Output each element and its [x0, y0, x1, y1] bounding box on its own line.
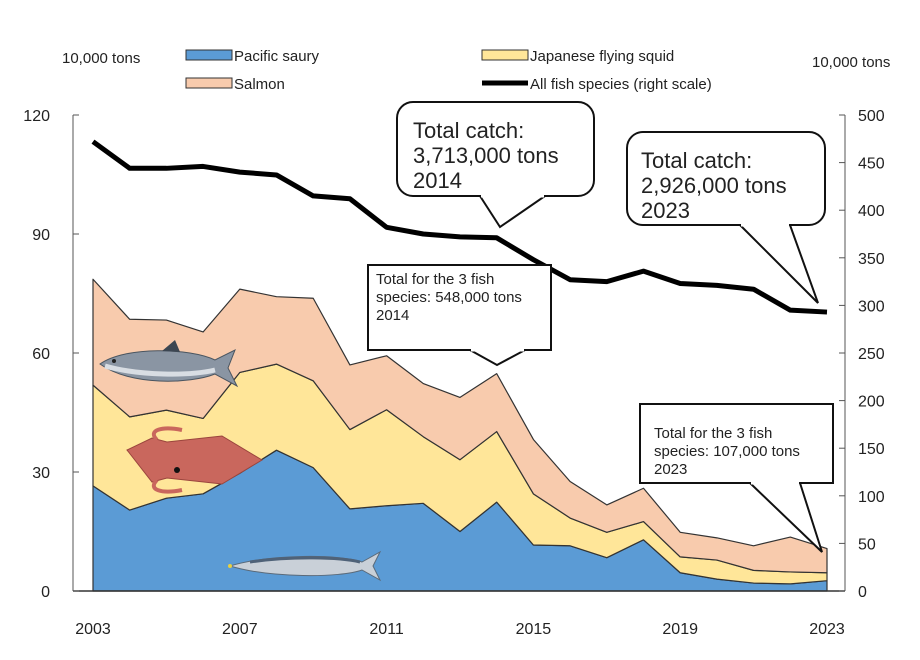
callout-text: species: 548,000 tons — [376, 289, 522, 306]
x-tick-label: 2023 — [809, 621, 845, 638]
callout-text: Total catch: — [641, 148, 752, 173]
illustrations — [99, 340, 382, 582]
x-tick-label: 2011 — [369, 621, 404, 638]
callout-box — [367, 264, 552, 351]
right-tick-label: 450 — [858, 156, 885, 173]
callout-text: Total for the 3 fish — [654, 425, 772, 442]
left-unit-label: 10,000 tons — [62, 50, 140, 67]
left-tick-label: 60 — [32, 346, 50, 363]
right-tick-label: 400 — [858, 203, 885, 220]
callout-box — [639, 403, 834, 484]
right-tick-label: 50 — [858, 536, 876, 553]
line-all-fish-species — [91, 139, 828, 315]
right-tick-label: 350 — [858, 251, 885, 268]
callout-text: 2014 — [413, 168, 462, 193]
x-tick-label: 2007 — [222, 621, 258, 638]
legend-swatch — [185, 49, 233, 61]
left-tick-label: 0 — [41, 584, 50, 601]
right-tick-label: 500 — [858, 108, 885, 125]
squid-icon — [126, 426, 263, 494]
callout-box — [626, 131, 826, 226]
callout-text: Total catch: — [413, 118, 524, 143]
stacked-areas — [92, 278, 828, 592]
x-tick-label: 2003 — [75, 621, 111, 638]
legend-swatch — [481, 49, 529, 61]
saury-icon — [228, 550, 382, 582]
left-tick-label: 90 — [32, 227, 50, 244]
x-tick-label: 2019 — [662, 621, 698, 638]
left-tick-label: 120 — [23, 108, 50, 125]
legend-label: Pacific saury — [234, 48, 320, 65]
right-tick-label: 250 — [858, 346, 885, 363]
legend-label: All fish species (right scale) — [530, 76, 712, 93]
callout-text: 3,713,000 tons — [413, 143, 559, 168]
callout-text: 2,926,000 tons — [641, 173, 787, 198]
legend-swatch — [185, 77, 233, 89]
callout-text: 2023 — [641, 198, 690, 223]
callout-text: 2014 — [376, 307, 409, 324]
callout-text: Total for the 3 fish — [376, 271, 494, 288]
callout-text: 2023 — [654, 461, 687, 478]
right-tick-label: 300 — [858, 298, 885, 315]
salmon-icon — [99, 340, 239, 388]
callout-pointer — [478, 195, 549, 229]
axes: 0 30 60 90 120 0 50 100 150 200 250 300 350 400 450 500… — [23, 50, 890, 638]
legend-label: Japanese flying squid — [530, 48, 674, 65]
right-tick-label: 100 — [858, 489, 885, 506]
right-unit-label: 10,000 tons — [812, 54, 890, 71]
right-tick-label: 200 — [858, 394, 885, 411]
callout-text: species: 107,000 tons — [654, 443, 800, 460]
left-tick-label: 30 — [32, 465, 50, 482]
callout-pointer — [466, 349, 526, 367]
area-salmon — [92, 278, 828, 574]
total-catch-line — [91, 139, 828, 315]
x-tick-label: 2015 — [516, 621, 552, 638]
legend-label: Salmon — [234, 76, 285, 93]
right-tick-label: 150 — [858, 441, 885, 458]
right-tick-label: 0 — [858, 584, 867, 601]
legend: Pacific saury Japanese flying squid Salmon… — [185, 48, 712, 93]
